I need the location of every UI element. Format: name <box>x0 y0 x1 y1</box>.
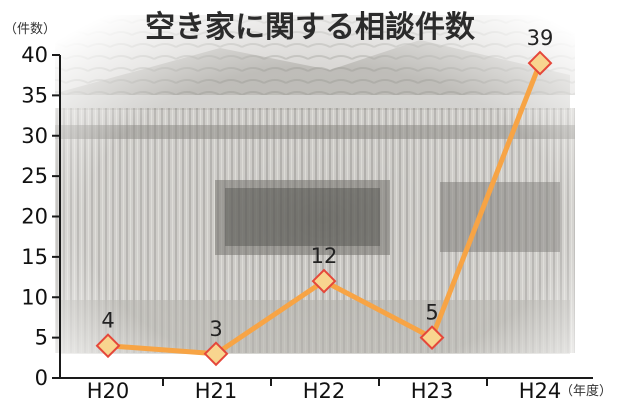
y-axis-ticks: 0 5 10 15 20 25 30 35 40 <box>21 43 60 390</box>
data-label: 3 <box>209 317 222 341</box>
x-tick-label: H22 <box>303 379 346 400</box>
x-axis-unit-label: （年度） <box>560 383 612 399</box>
data-label: 12 <box>311 244 338 268</box>
data-label: 5 <box>425 301 438 325</box>
y-tick-label: 5 <box>35 326 48 350</box>
x-tick-label: H20 <box>87 379 130 400</box>
x-tick-label: H23 <box>411 379 454 400</box>
y-axis-unit-label: （件数） <box>4 22 56 37</box>
y-tick-label: 0 <box>35 366 48 390</box>
x-axis-ticks: H20 H21 H22 H23 H24 <box>87 378 562 400</box>
x-tick-label: H24 <box>519 379 562 400</box>
data-point-marker <box>311 268 337 294</box>
data-labels: 4 3 12 5 39 <box>101 26 553 341</box>
y-tick-label: 40 <box>21 43 48 67</box>
x-tick-label: H21 <box>195 379 238 400</box>
data-point-marker <box>419 325 445 351</box>
y-tick-label: 35 <box>21 83 48 107</box>
y-tick-label: 25 <box>21 164 48 188</box>
chart-title: 空き家に関する相談件数 <box>145 10 476 45</box>
data-point-marker <box>95 333 121 359</box>
data-label: 4 <box>101 309 114 333</box>
data-point-marker <box>203 341 229 367</box>
data-label: 39 <box>527 26 554 50</box>
data-markers <box>95 50 553 367</box>
y-tick-label: 30 <box>21 124 48 148</box>
data-point-marker <box>527 50 553 76</box>
y-tick-label: 15 <box>21 245 48 269</box>
y-tick-label: 20 <box>21 205 48 229</box>
y-tick-label: 10 <box>21 285 48 309</box>
